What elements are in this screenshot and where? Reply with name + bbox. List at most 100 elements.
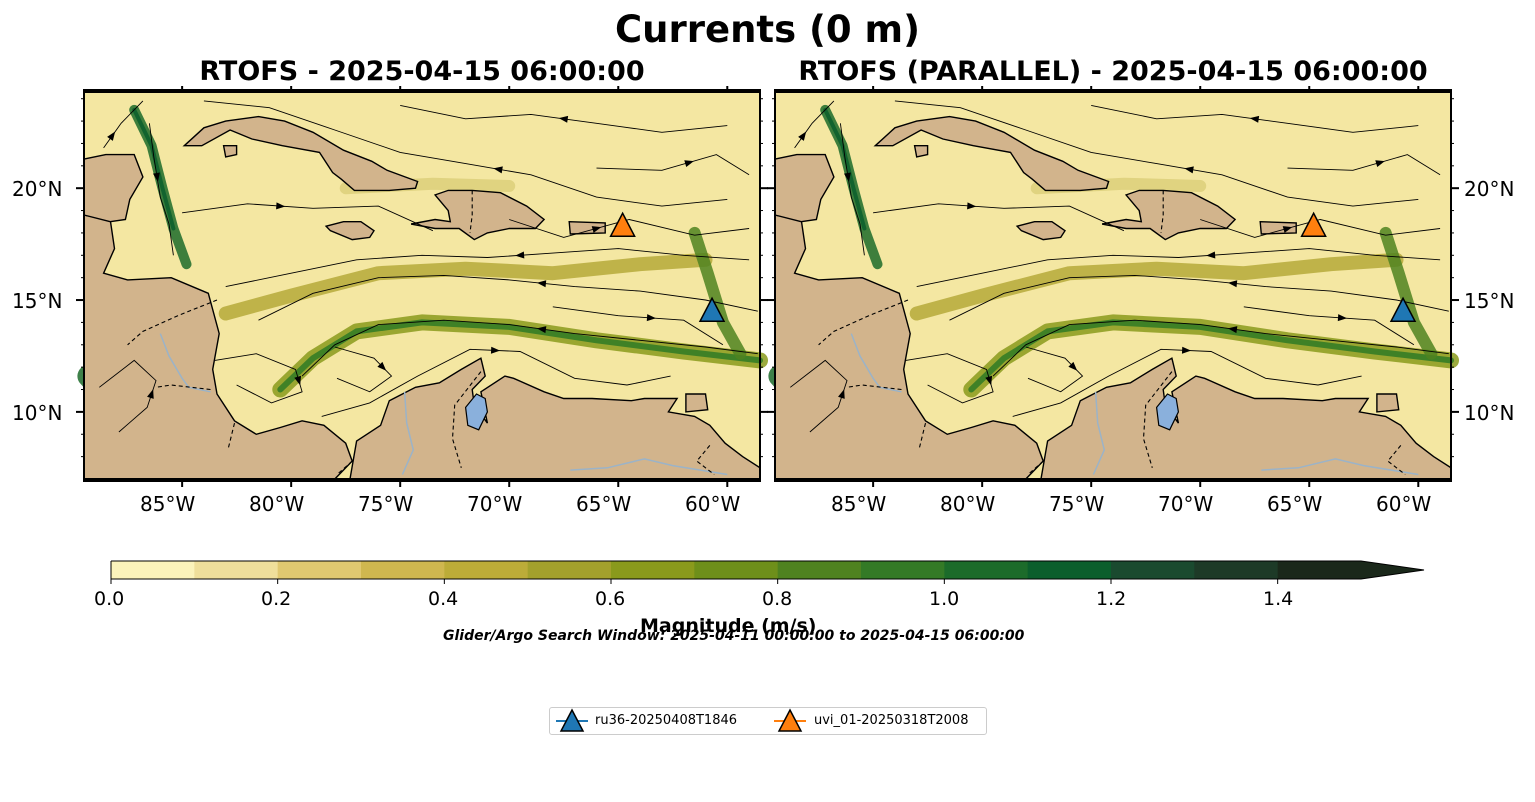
search-window-text: Glider/Argo Search Window: 2025-04-11 00…: [443, 628, 1025, 644]
streamline: [1200, 219, 1441, 238]
colorbar-segment: [777, 561, 862, 579]
country-border: [127, 299, 218, 346]
current-speed-band: [218, 252, 713, 321]
country-border: [696, 445, 715, 475]
streamline-arrow: [1068, 361, 1078, 371]
colorbar-segment: [1194, 561, 1279, 579]
streamline: [258, 274, 758, 321]
land-jamaica: [324, 220, 375, 241]
land-isleOfPines: [222, 145, 238, 158]
lon-tick-label: 80°W: [249, 492, 305, 516]
river: [159, 333, 211, 393]
lat-tick-label: 15°N: [12, 289, 63, 313]
country-border: [469, 190, 473, 233]
streamline: [182, 203, 434, 232]
country-border: [1387, 445, 1406, 475]
streamline-arrow: [1206, 251, 1216, 259]
colorbar-segment: [611, 561, 695, 579]
country-border: [846, 384, 902, 391]
map-panel-left[interactable]: [76, 86, 768, 487]
streamline: [839, 123, 865, 256]
panel-title-left: RTOFS - 2025-04-15 06:00:00: [199, 56, 645, 87]
country-border: [1142, 371, 1173, 468]
streamline: [301, 319, 758, 377]
legend-marker-ru36: [556, 708, 588, 732]
land-centralAmerica: [774, 214, 1045, 480]
lat-tick-label: 20°N: [1464, 177, 1515, 201]
lon-tick-label: 80°W: [940, 492, 996, 516]
streamline: [148, 123, 174, 256]
colorbar-segment: [1277, 561, 1362, 579]
streamline-arrow: [147, 389, 154, 399]
streamline: [334, 346, 393, 393]
streamline: [225, 248, 750, 288]
current-speed-band: [968, 319, 1454, 393]
colorbar-segment: [111, 561, 195, 579]
streamline-arrow: [1227, 326, 1238, 334]
country-border: [155, 384, 211, 391]
land-southAmerica: [1040, 357, 1452, 480]
lon-tick-label: 60°W: [1376, 492, 1432, 516]
colorbar-segment: [861, 561, 945, 579]
streamline-arrow: [1227, 280, 1238, 288]
streamline-arrow: [1249, 115, 1260, 123]
colorbar-segment: [1111, 561, 1195, 579]
colorbar-extend-arrow: [1361, 561, 1424, 579]
colorbar-segment: [361, 561, 445, 579]
land-centralAmerica: [83, 214, 354, 480]
lon-tick-label: 65°W: [576, 492, 632, 516]
streamline: [794, 100, 835, 149]
panel-title-right: RTOFS (PARALLEL) - 2025-04-15 06:00:00: [798, 56, 1428, 87]
land-hispaniola: [1101, 189, 1237, 241]
land-trinidad: [1376, 393, 1400, 413]
lon-tick-label: 75°W: [358, 492, 414, 516]
colorbar-tick-label: 0.8: [762, 588, 793, 610]
land-southAmerica: [349, 357, 761, 480]
lat-tick-label: 20°N: [12, 177, 63, 201]
colorbar-tick-label: 0.4: [428, 588, 459, 610]
colorbar-segment: [444, 561, 529, 579]
streamline-arrow: [515, 251, 525, 259]
streamline: [992, 319, 1449, 377]
colorbar-tick-label: 0.0: [94, 588, 125, 610]
streamline: [894, 100, 1419, 207]
streamline: [790, 359, 848, 433]
country-border: [1027, 460, 1044, 475]
streamline: [509, 219, 750, 238]
streamline-arrow: [558, 115, 569, 123]
land-jamaica: [1015, 220, 1066, 241]
current-speed-band: [132, 107, 176, 231]
land-yucatan: [774, 153, 835, 223]
current-speed-band: [1379, 226, 1438, 360]
streamline-arrow: [493, 166, 503, 174]
lake-maracaibo: [464, 393, 489, 431]
colorbar-segment: [944, 561, 1029, 579]
current-speed-band: [909, 252, 1404, 321]
streamline-arrow: [107, 131, 116, 141]
colorbar-segment: [194, 561, 279, 579]
streamline-arrow: [153, 172, 160, 182]
lon-tick-label: 65°W: [1267, 492, 1323, 516]
glider-marker: [609, 211, 636, 237]
lat-tick-label: 15°N: [1464, 289, 1515, 313]
lake-maracaibo: [1155, 393, 1180, 431]
map-panel-right[interactable]: [767, 86, 1459, 487]
streamline-arrow: [684, 160, 694, 167]
streamline-arrow: [536, 326, 547, 334]
river: [1261, 458, 1419, 476]
colorbar-tick-label: 0.2: [261, 588, 292, 610]
streamline-arrow: [1337, 314, 1347, 322]
current-speed-band: [688, 226, 747, 360]
country-border: [918, 422, 927, 451]
lat-tick-label: 10°N: [12, 401, 63, 425]
current-speed-band: [823, 107, 867, 231]
streamline-arrow: [967, 202, 977, 210]
land-cuba: [873, 115, 1110, 192]
streamline-arrow: [985, 375, 993, 386]
legend: ru36-20250408T1846 uvi_01-20250318T2008: [549, 707, 987, 735]
streamline-arrow: [798, 131, 807, 141]
colorbar-tick-label: 1.2: [1096, 588, 1127, 610]
country-border: [336, 460, 353, 475]
river: [570, 458, 728, 476]
lon-tick-label: 70°W: [1158, 492, 1214, 516]
